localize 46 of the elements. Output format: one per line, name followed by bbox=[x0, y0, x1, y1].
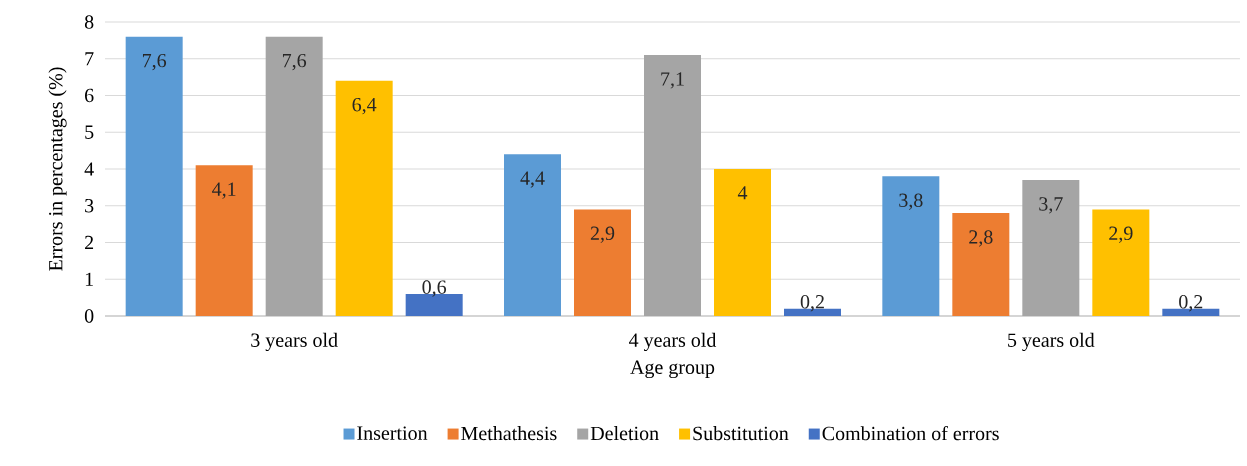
data-label: 6,4 bbox=[352, 97, 377, 115]
data-label: 7,6 bbox=[142, 53, 167, 71]
bar bbox=[882, 176, 940, 316]
data-label: 4 bbox=[737, 186, 748, 200]
x-tick-label: 3 years old bbox=[251, 332, 338, 352]
y-tick-label: 3 bbox=[85, 199, 94, 213]
data-label: 0,2 bbox=[1179, 295, 1203, 312]
bar bbox=[195, 165, 253, 316]
y-tick-label: 8 bbox=[84, 15, 94, 29]
bar bbox=[504, 154, 561, 316]
legend-label: Substitution bbox=[693, 426, 789, 441]
bar bbox=[1092, 209, 1150, 316]
data-label: 4,4 bbox=[520, 171, 545, 188]
legend-label: Combination of errors bbox=[822, 426, 999, 441]
data-label: 2,9 bbox=[1109, 226, 1133, 243]
legend-label: Insertion bbox=[357, 426, 428, 440]
y-tick-label: 4 bbox=[84, 162, 94, 176]
x-axis-title: Age group bbox=[630, 360, 715, 379]
legend-label: Deletion bbox=[590, 426, 659, 441]
data-label: 3,7 bbox=[1039, 197, 1063, 214]
legend-label: Methathesis bbox=[461, 426, 557, 441]
data-label: 2,9 bbox=[590, 226, 615, 243]
y-tick-label: 6 bbox=[85, 88, 94, 103]
data-label: 7,1 bbox=[661, 72, 684, 89]
bar bbox=[265, 36, 323, 316]
data-label: 0,6 bbox=[422, 280, 447, 297]
y-tick-label: 2 bbox=[85, 235, 94, 250]
bar bbox=[714, 168, 771, 316]
bar bbox=[644, 55, 701, 316]
x-tick-label: 5 years old bbox=[1008, 332, 1095, 352]
y-tick-label: 7 bbox=[85, 52, 94, 66]
data-label: 0,2 bbox=[800, 295, 824, 312]
bar bbox=[335, 80, 393, 316]
y-tick-label: 5 bbox=[85, 125, 94, 139]
bar bbox=[1022, 180, 1080, 316]
bar bbox=[125, 36, 183, 316]
x-tick-label: 4 years old bbox=[629, 332, 717, 352]
data-label: 3,8 bbox=[899, 193, 923, 210]
y-tick-label: 0 bbox=[84, 309, 94, 323]
data-label: 7,6 bbox=[282, 53, 307, 71]
y-tick-label: 1 bbox=[85, 272, 93, 286]
data-label: 4,1 bbox=[212, 182, 236, 199]
bar bbox=[574, 209, 631, 316]
y-axis-title: Errors in percentages (%) bbox=[48, 67, 67, 271]
data-label: 2,8 bbox=[969, 230, 993, 247]
bar bbox=[952, 213, 1010, 316]
